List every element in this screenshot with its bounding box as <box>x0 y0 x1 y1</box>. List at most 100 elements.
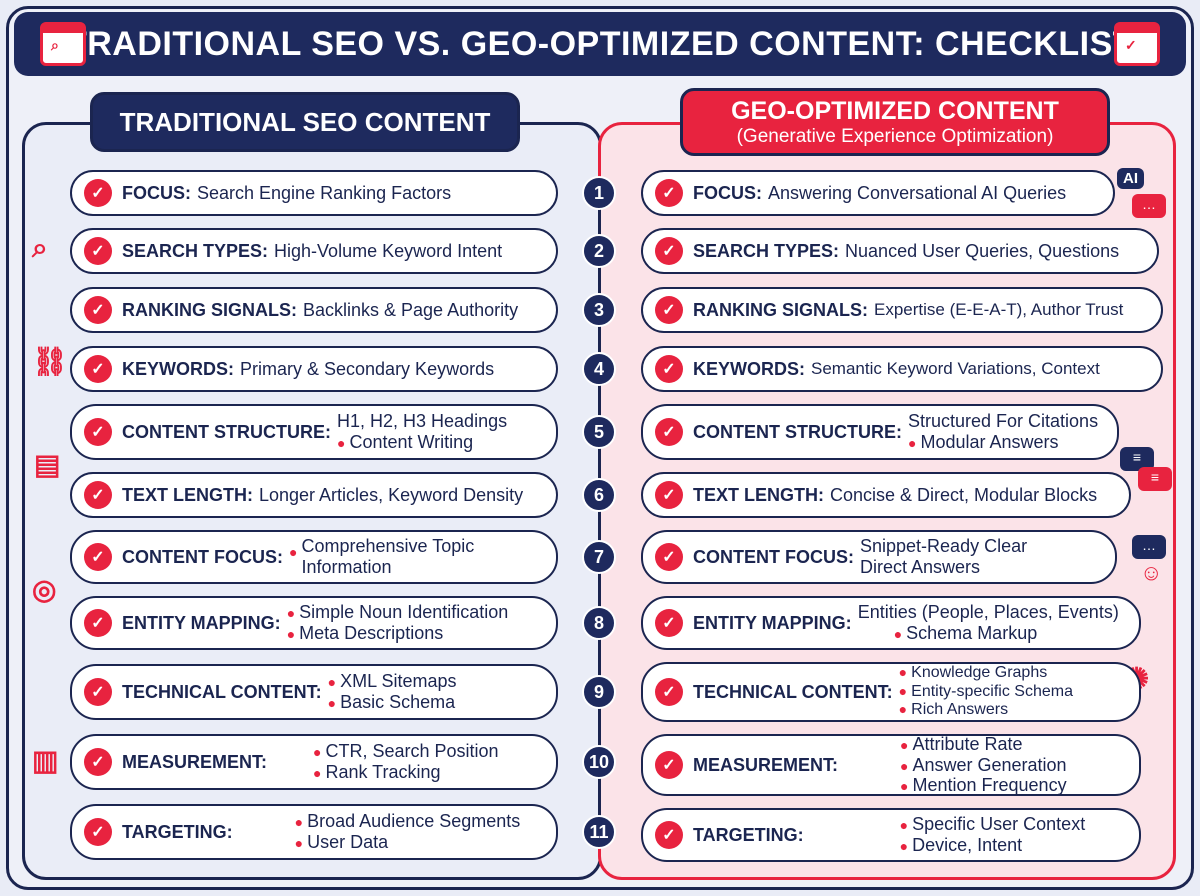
row-label: FOCUS: <box>122 182 191 203</box>
check-icon: ✓ <box>655 296 683 324</box>
document-check-icon: ▤ <box>34 449 61 480</box>
right-row-6: ✓ TEXT LENGTH: Concise & Direct, Modular… <box>641 472 1131 518</box>
row-line: Basic Schema <box>340 692 456 712</box>
row-line: Knowledge Graphs <box>911 664 1048 682</box>
check-icon: ✓ <box>84 481 112 509</box>
left-row-1: ✓ FOCUS: Search Engine Ranking Factors <box>70 170 558 216</box>
check-icon: ✓ <box>655 355 683 383</box>
check-icon: ✓ <box>84 179 112 207</box>
row-line: Meta Descriptions <box>299 623 444 643</box>
row-label: TECHNICAL CONTENT: <box>122 681 322 702</box>
step-number: 8 <box>582 606 616 640</box>
left-row-7: ✓ CONTENT FOCUS: ● Comprehensive Topic I… <box>70 530 558 584</box>
row-line: Comprehensive Topic <box>301 536 475 557</box>
row-line: Answer Generation <box>912 754 1067 775</box>
target-icon: ◎ <box>32 574 57 605</box>
browser-search-icon: ⌕ <box>40 22 86 66</box>
page-title: TRADITIONAL SEO VS. GEO-OPTIMIZED CONTEN… <box>65 24 1135 63</box>
row-line: Information <box>301 557 392 577</box>
row-label: KEYWORDS: <box>693 358 805 379</box>
step-number: 7 <box>582 540 616 574</box>
left-row-5: ✓ CONTENT STRUCTURE: H1, H2, H3 Headings… <box>70 404 558 460</box>
right-row-4: ✓ KEYWORDS: Semantic Keyword Variations,… <box>641 346 1163 392</box>
link-chart-icon: ⛓ <box>32 346 68 377</box>
step-number: 6 <box>582 478 616 512</box>
row-value: Semantic Keyword Variations, Context <box>811 359 1100 378</box>
row-line: Rank Tracking <box>325 762 441 782</box>
row-line: Mention Frequency <box>912 775 1067 796</box>
row-value: Expertise (E-E-A-T), Author Trust <box>874 300 1124 319</box>
traditional-seo-heading: TRADITIONAL SEO CONTENT <box>90 92 520 152</box>
ai-badge: AI <box>1117 168 1144 189</box>
row-value: Concise & Direct, Modular Blocks <box>830 484 1098 505</box>
right-row-11: ✓ TARGETING: ● Specific User Context ● Dev… <box>641 808 1141 862</box>
check-icon: ✓ <box>655 678 683 706</box>
row-label: TEXT LENGTH: <box>693 484 824 505</box>
right-row-2: ✓ SEARCH TYPES: Nuanced User Queries, Qu… <box>641 228 1159 274</box>
right-row-8: ✓ ENTITY MAPPING: Entities (People, Plac… <box>641 596 1141 650</box>
row-label: CONTENT STRUCTURE: <box>693 421 902 442</box>
traditional-seo-title: TRADITIONAL SEO CONTENT <box>119 106 491 137</box>
row-line: Structured For Citations <box>908 411 1099 432</box>
magnifier-icon: ⌕ <box>32 232 48 263</box>
step-number: 10 <box>582 745 616 779</box>
check-icon: ✓ <box>655 543 683 571</box>
check-icon: ✓ <box>84 296 112 324</box>
geo-title: GEO-OPTIMIZED CONTENT <box>731 96 1059 125</box>
row-line: Specific User Context <box>912 814 1086 835</box>
right-row-9: ✓ TECHNICAL CONTENT: ● Knowledge Graphs ●… <box>641 662 1141 722</box>
left-row-11: ✓ TARGETING: ● Broad Audience Segments ● U… <box>70 804 558 860</box>
step-number: 4 <box>582 352 616 386</box>
row-line: Attribute Rate <box>912 733 1023 754</box>
geo-subtitle: (Generative Experience Optimization) <box>736 125 1054 147</box>
step-number: 2 <box>582 234 616 268</box>
right-row-1: ✓ FOCUS: Answering Conversational AI Que… <box>641 170 1115 216</box>
row-label: CONTENT FOCUS: <box>122 546 283 567</box>
row-line: Rich Answers <box>911 701 1009 719</box>
check-icon: ✓ <box>84 418 112 446</box>
row-label: FOCUS: <box>693 182 762 203</box>
check-icon: ✓ <box>84 818 112 846</box>
step-number: 5 <box>582 415 616 449</box>
growth-chart-icon: ▥ <box>32 745 59 776</box>
row-label: TEXT LENGTH: <box>122 484 253 505</box>
check-icon: ✓ <box>84 748 112 776</box>
row-line: Snippet-Ready Clear <box>860 536 1028 557</box>
left-row-2: ✓ SEARCH TYPES: High-Volume Keyword Inte… <box>70 228 558 274</box>
row-label: RANKING SIGNALS: <box>693 299 868 320</box>
row-label: CONTENT STRUCTURE: <box>122 421 331 442</box>
check-icon: ✓ <box>655 237 683 265</box>
user-icon: ☺ <box>1140 560 1163 585</box>
right-row-10: ✓ MEASUREMENT: ● Attribute Rate ● Answer G… <box>641 734 1141 796</box>
row-label: CONTENT FOCUS: <box>693 546 854 567</box>
step-number: 1 <box>582 176 616 210</box>
check-icon: ✓ <box>84 543 112 571</box>
step-number: 3 <box>582 293 616 327</box>
row-label: SEARCH TYPES: <box>122 240 269 261</box>
left-row-8: ✓ ENTITY MAPPING: ● Simple Noun Identific… <box>70 596 558 650</box>
row-line: Schema Markup <box>906 623 1038 643</box>
row-line: Device, Intent <box>912 835 1023 855</box>
check-icon: ✓ <box>655 821 683 849</box>
left-row-10: ✓ MEASUREMENT: ● CTR, Search Position ● Ra… <box>70 734 558 790</box>
row-line: Direct Answers <box>860 557 981 577</box>
right-row-5: ✓ CONTENT STRUCTURE: Structured For Cita… <box>641 404 1119 460</box>
row-line: Entity-specific Schema <box>911 682 1073 700</box>
row-label: SEARCH TYPES: <box>693 240 840 261</box>
row-value: High-Volume Keyword Intent <box>274 240 503 261</box>
row-line: Entities (People, Places, Events) <box>857 602 1119 623</box>
row-label: TECHNICAL CONTENT: <box>693 681 893 702</box>
right-row-7: ✓ CONTENT FOCUS: Snippet-Ready Clear Dir… <box>641 530 1117 584</box>
row-line: Broad Audience Segments <box>307 811 521 832</box>
check-icon: ✓ <box>655 179 683 207</box>
left-row-9: ✓ TECHNICAL CONTENT: ● XML Sitemaps ● Basi… <box>70 664 558 720</box>
row-label: RANKING SIGNALS: <box>122 299 297 320</box>
chat-icon-red: ≡ <box>1138 467 1172 491</box>
step-number: 9 <box>582 675 616 709</box>
browser-check-icon: ✓ <box>1114 22 1160 66</box>
row-value: Primary & Secondary Keywords <box>240 358 495 379</box>
row-value: Longer Articles, Keyword Density <box>259 484 524 505</box>
row-line: Content Writing <box>349 432 474 452</box>
row-line: Modular Answers <box>920 432 1059 452</box>
row-label: ENTITY MAPPING: <box>122 612 281 633</box>
